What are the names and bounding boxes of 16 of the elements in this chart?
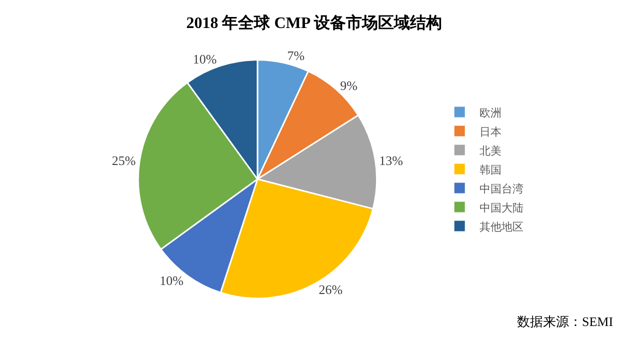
legend-label: 日本: [480, 125, 502, 138]
data-label: 10%: [192, 51, 217, 66]
legend-label: 中国大陆: [480, 201, 524, 214]
source-note: 数据来源：SEMI: [517, 314, 614, 329]
legend-label: 欧洲: [480, 106, 502, 120]
data-label: 25%: [112, 152, 136, 168]
legend-label: 其他地区: [480, 220, 524, 234]
data-label: 10%: [160, 273, 184, 288]
data-label: 13%: [379, 152, 404, 168]
data-label: 9%: [340, 78, 358, 93]
data-label: 26%: [318, 282, 343, 297]
legend-label: 北美: [480, 144, 502, 158]
legend-label: 韩国: [480, 163, 502, 176]
chart-title: 2018 年全球 CMP 设备市场区域结构: [186, 14, 442, 32]
data-label: 7%: [287, 48, 305, 64]
legend-label: 中国台湾: [480, 182, 524, 196]
